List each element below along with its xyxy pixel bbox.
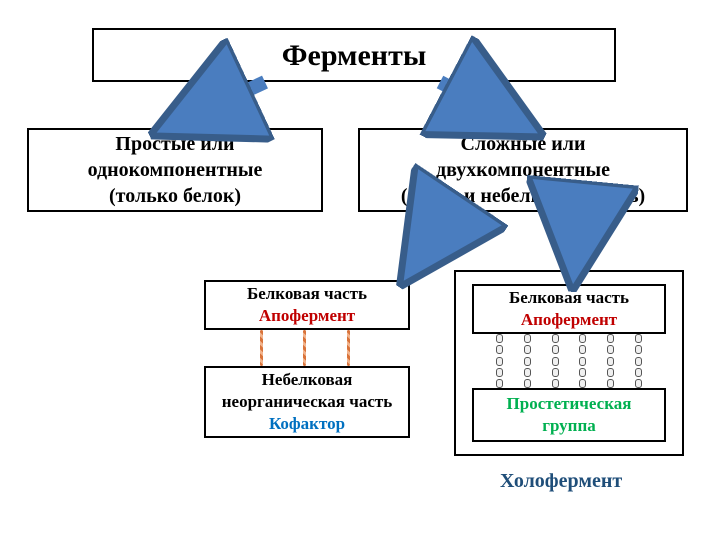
prosthetic-line1: Простетическая — [507, 393, 632, 415]
chain — [496, 334, 503, 388]
apo-left-line1: Белковая часть — [247, 283, 367, 305]
chain — [635, 334, 642, 388]
simple-line1: Простые или — [115, 131, 234, 157]
chain — [524, 334, 531, 388]
prosthetic-group-box: Простетическая группа — [472, 388, 666, 442]
simple-line3: (только белок) — [109, 183, 241, 209]
apo-right-line2: Апофермент — [521, 309, 617, 331]
arrow — [440, 82, 520, 124]
rope — [303, 330, 306, 366]
complex-line3: (белок и небелковая часть) — [401, 183, 645, 209]
apo-right-line1: Белковая часть — [509, 287, 629, 309]
complex-line2: двухкомпонентные — [436, 157, 610, 183]
apoenzyme-box-left: Белковая часть Апофермент — [204, 280, 410, 330]
rope-connector — [240, 330, 370, 366]
title-text: Ферменты — [282, 36, 427, 75]
cofactor-line3: Кофактор — [269, 413, 345, 435]
chain — [552, 334, 559, 388]
cofactor-box: Небелковая неорганическая часть Кофактор — [204, 366, 410, 438]
cofactor-line2: неорганическая часть — [222, 391, 392, 413]
arrow — [575, 212, 580, 264]
rope — [347, 330, 350, 366]
arrow — [415, 212, 450, 264]
title-box: Ферменты — [92, 28, 616, 82]
apoenzyme-box-right: Белковая часть Апофермент — [472, 284, 666, 334]
cofactor-line1: Небелковая — [262, 369, 353, 391]
chain — [607, 334, 614, 388]
prosthetic-line2: группа — [542, 415, 596, 437]
chain-connector — [486, 334, 652, 388]
holoenzyme-text: Холофермент — [500, 470, 622, 492]
rope — [260, 330, 263, 366]
apo-left-line2: Апофермент — [259, 305, 355, 327]
arrow — [175, 82, 265, 124]
chain — [579, 334, 586, 388]
holoenzyme-label: Холофермент — [500, 470, 622, 493]
complex-line1: Сложные или — [461, 131, 586, 157]
simple-enzymes-box: Простые или однокомпонентные (только бел… — [27, 128, 323, 212]
simple-line2: однокомпонентные — [88, 157, 263, 183]
complex-enzymes-box: Сложные или двухкомпонентные (белок и не… — [358, 128, 688, 212]
